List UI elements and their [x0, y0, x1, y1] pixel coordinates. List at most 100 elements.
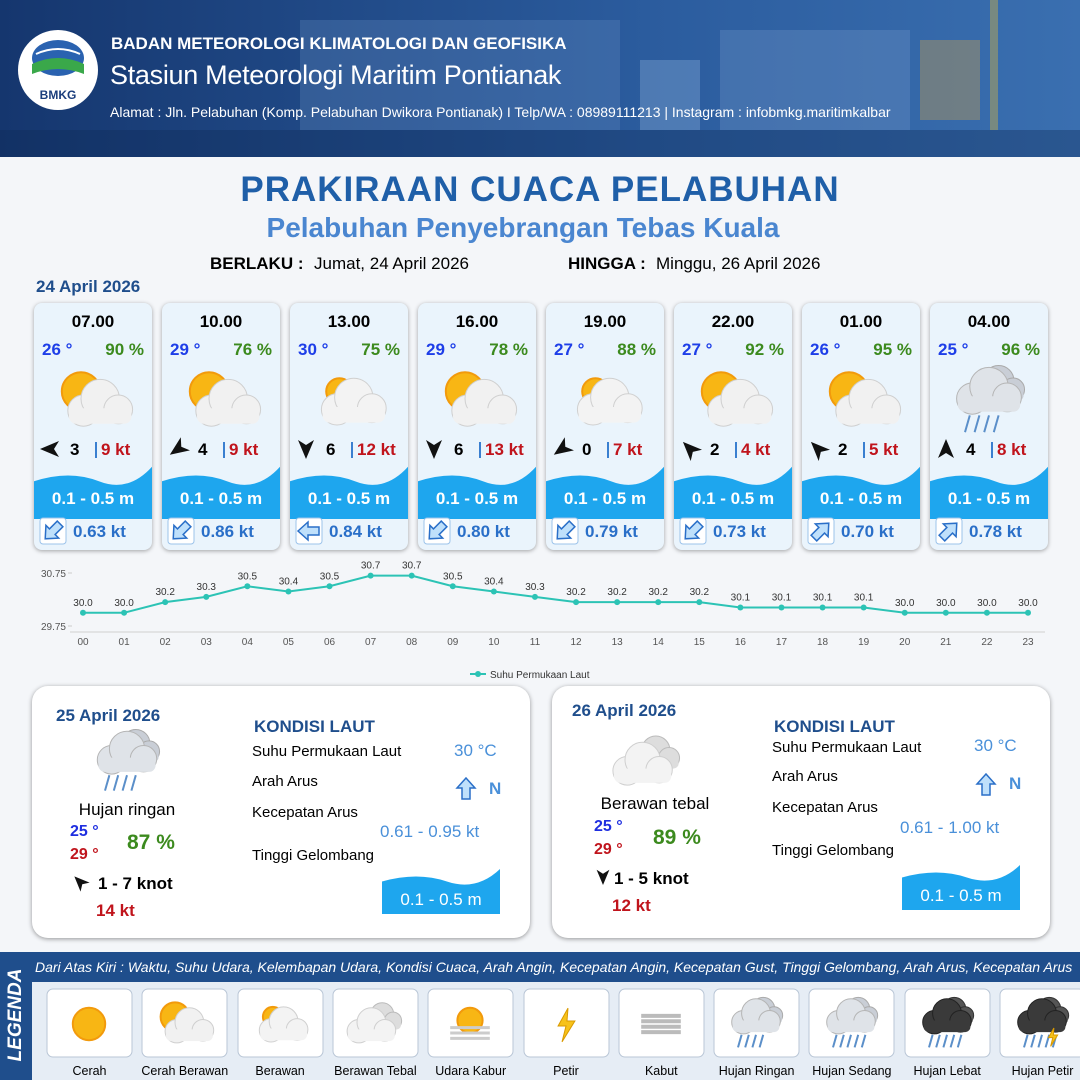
- gust: 7 kt: [613, 440, 643, 459]
- bolt: [556, 1007, 576, 1043]
- sst-label: Suhu Permukaan Laut: [772, 739, 922, 756]
- gust: 4 kt: [741, 440, 771, 459]
- x-tick-label: 14: [653, 637, 665, 648]
- rain: [130, 774, 137, 791]
- x-tick-label: 22: [981, 637, 993, 648]
- sst-point: [244, 583, 251, 590]
- wave: [930, 466, 1048, 519]
- humidity: 89 %: [653, 826, 701, 849]
- temp-max: 29 °: [594, 841, 623, 858]
- sst-point: [408, 572, 415, 579]
- value-label: 30.1: [813, 592, 833, 603]
- logo: BMKG: [18, 30, 98, 110]
- sst-point: [983, 609, 990, 616]
- current-arrow: [44, 520, 64, 540]
- rain: [942, 1034, 948, 1048]
- value-label: 30.0: [895, 598, 915, 609]
- value-label: 30.4: [279, 577, 299, 588]
- current-icon: [423, 517, 451, 545]
- current-arrow: [684, 520, 704, 540]
- wave-height: 0.1 - 0.5 m: [947, 489, 1031, 508]
- cloud-part: [923, 1020, 971, 1033]
- legend-item-label: Berawan: [255, 1064, 305, 1078]
- wave: [902, 865, 1020, 910]
- sst-point: [490, 588, 497, 595]
- arrow: [553, 437, 574, 455]
- wave: [418, 466, 536, 519]
- gust: 12 kt: [357, 440, 396, 459]
- sst-point: [942, 609, 949, 616]
- wind-arrow: [553, 437, 574, 455]
- cloud-part: [614, 768, 672, 783]
- legend-icon-box: [46, 988, 133, 1058]
- wind-speed: 2: [710, 440, 720, 459]
- value-label: 30.0: [73, 598, 93, 609]
- legend-label: Suhu Permukaan Laut: [490, 670, 590, 681]
- forecast-card: 22.00 27 ° 92 % 2 4 kt 0.1 - 0.5 m 0.73 kt: [674, 303, 792, 550]
- current-arrow: [810, 522, 830, 542]
- legend-icon-box: [427, 988, 514, 1058]
- wind-speed: 3: [70, 440, 80, 459]
- wave: [802, 466, 920, 519]
- cloud-part: [709, 408, 772, 424]
- legend-icon-box: [999, 988, 1080, 1058]
- wave: [382, 869, 500, 914]
- sst: 30 °C: [454, 741, 497, 760]
- legend-icon-box: [332, 988, 419, 1058]
- x-tick-label: 05: [283, 637, 295, 648]
- legend-marker: [475, 671, 481, 677]
- legend-item-label: Hujan Sedang: [812, 1064, 892, 1078]
- sst-point: [696, 599, 703, 606]
- condition: Hujan ringan: [78, 800, 176, 819]
- valid-from: Jumat, 24 April 2026: [314, 254, 469, 273]
- wave-height: 0.1 - 0.5 m: [179, 489, 263, 508]
- x-tick-label: 21: [940, 637, 952, 648]
- rain: [861, 1034, 867, 1048]
- wave-height: 0.1 - 0.5 m: [435, 489, 519, 508]
- wind-arrow: [40, 441, 59, 457]
- weather-icon: [828, 371, 902, 427]
- station: Stasiun Meteorologi Maritim Pontianak: [110, 60, 562, 90]
- temperature: 29 °: [426, 340, 457, 359]
- sst-point: [901, 609, 908, 616]
- current-speed: 0.86 kt: [201, 522, 254, 541]
- sst-point: [121, 609, 128, 616]
- gust: 9 kt: [101, 440, 131, 459]
- value-label: 30.7: [361, 561, 381, 572]
- wave-band: [418, 466, 536, 519]
- current-arrow: [556, 520, 576, 540]
- sst-point: [449, 583, 456, 590]
- arrow: [682, 441, 702, 461]
- sst-point: [203, 593, 210, 600]
- wave: [674, 466, 792, 519]
- current-dir-label: Arah Arus: [252, 773, 318, 790]
- wind-arrow: [810, 441, 830, 461]
- current-arrow: [938, 522, 958, 542]
- cloud: [195, 378, 262, 427]
- value-label: 30.2: [566, 587, 586, 598]
- gust: 13 kt: [485, 440, 524, 459]
- humidity: 95 %: [873, 340, 912, 359]
- cloud-part: [98, 757, 156, 772]
- rain: [992, 415, 1000, 433]
- sst-point: [326, 583, 333, 590]
- wind-arrow: [426, 440, 442, 459]
- current-icon: [167, 517, 195, 545]
- time: 07.00: [71, 312, 115, 331]
- legend-item-label: Cerah: [72, 1064, 107, 1078]
- wave-band: [674, 466, 792, 519]
- legend-item-label: Hujan Lebat: [913, 1064, 981, 1078]
- forecast-card: 19.00 27 ° 88 % 0 7 kt 0.1 - 0.5 m 0.79 kt: [546, 303, 664, 550]
- rain: [854, 1034, 860, 1048]
- legend-item-label: Cerah Berawan: [141, 1064, 229, 1078]
- address: Alamat : Jln. Pelabuhan (Komp. Pelabuhan…: [110, 104, 891, 120]
- wind-arrow: [682, 441, 702, 461]
- cloud-part: [197, 408, 260, 424]
- cloud: [258, 1006, 308, 1043]
- x-tick-label: 19: [858, 637, 870, 648]
- separator: [95, 442, 97, 458]
- y-tick-label: 30.75: [41, 569, 66, 580]
- sst-point: [531, 593, 538, 600]
- arrow: [596, 869, 610, 885]
- current-speed: 0.61 - 1.00 kt: [900, 818, 1000, 837]
